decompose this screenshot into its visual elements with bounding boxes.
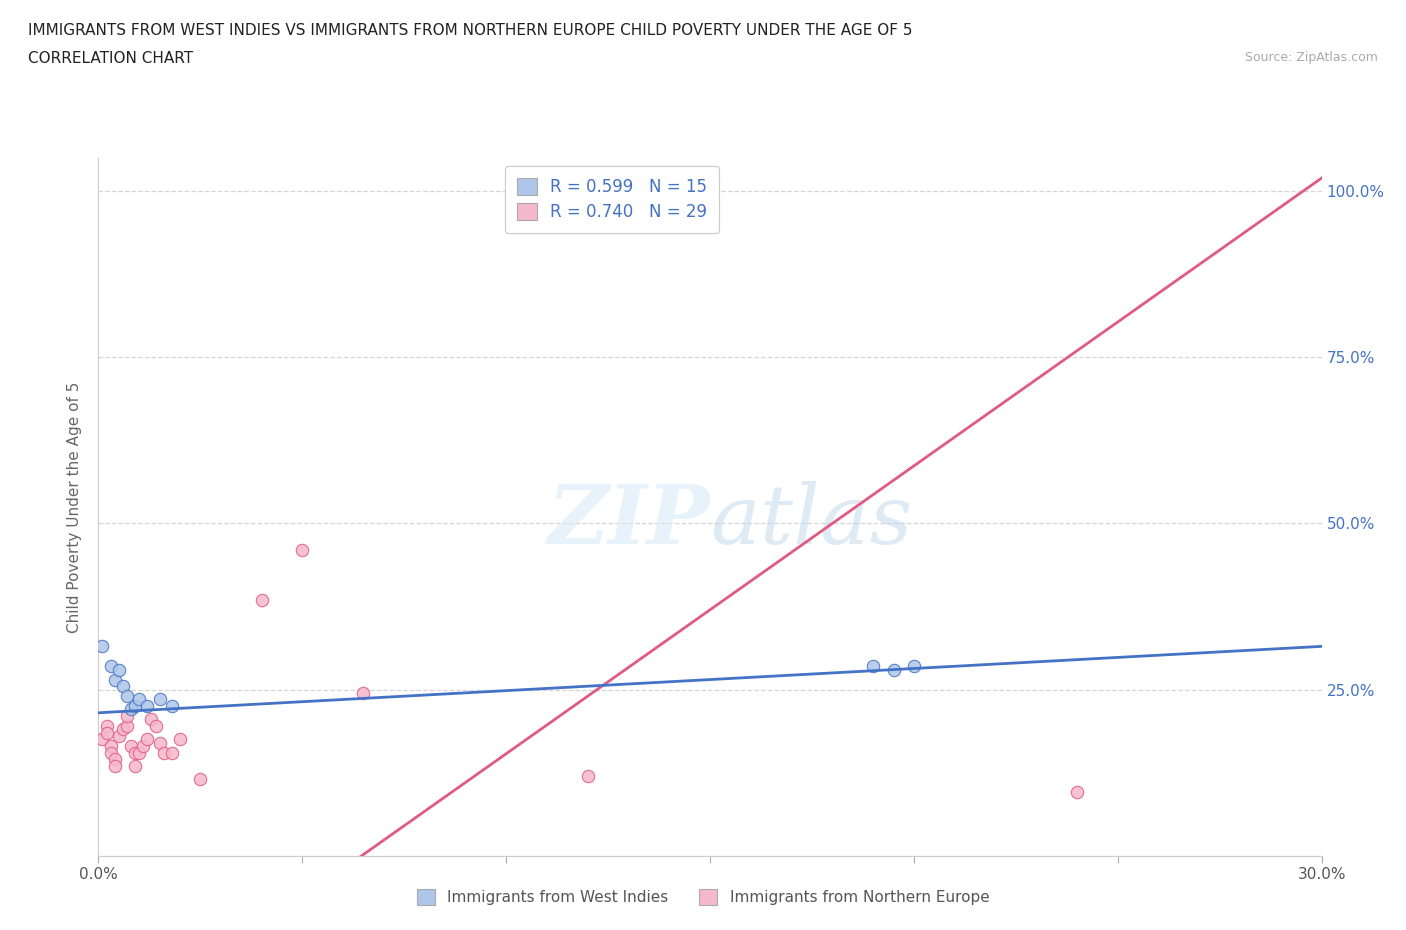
Point — [132, 738, 155, 753]
Point — [120, 702, 142, 717]
Point — [149, 692, 172, 707]
Point — [136, 698, 159, 713]
Point — [115, 689, 138, 704]
Point — [152, 745, 174, 760]
Text: atlas: atlas — [710, 481, 912, 561]
Point — [903, 658, 925, 673]
Point — [136, 732, 159, 747]
Point — [111, 679, 134, 694]
Point — [128, 745, 150, 760]
Point — [104, 751, 127, 766]
Point — [111, 722, 134, 737]
Point — [96, 725, 118, 740]
Legend: R = 0.599   N = 15, R = 0.740   N = 29: R = 0.599 N = 15, R = 0.740 N = 29 — [505, 166, 718, 232]
Point — [291, 542, 314, 557]
Point — [104, 672, 127, 687]
Point — [91, 639, 114, 654]
Point — [862, 658, 884, 673]
Point — [124, 759, 146, 774]
Point — [91, 732, 114, 747]
Point — [100, 745, 122, 760]
Legend: Immigrants from West Indies, Immigrants from Northern Europe: Immigrants from West Indies, Immigrants … — [409, 882, 997, 913]
Point — [250, 592, 273, 607]
Point — [352, 685, 374, 700]
Point — [100, 658, 122, 673]
Point — [576, 768, 599, 783]
Point — [160, 745, 183, 760]
Point — [124, 745, 146, 760]
Point — [124, 698, 146, 713]
Point — [128, 692, 150, 707]
Point — [120, 738, 142, 753]
Point — [160, 698, 183, 713]
Point — [115, 709, 138, 724]
Text: CORRELATION CHART: CORRELATION CHART — [28, 51, 193, 66]
Text: ZIP: ZIP — [547, 481, 710, 561]
Point — [141, 712, 163, 727]
Text: Source: ZipAtlas.com: Source: ZipAtlas.com — [1244, 51, 1378, 64]
Point — [188, 772, 212, 787]
Y-axis label: Child Poverty Under the Age of 5: Child Poverty Under the Age of 5 — [67, 381, 83, 632]
Point — [883, 662, 905, 677]
Point — [96, 719, 118, 734]
Text: IMMIGRANTS FROM WEST INDIES VS IMMIGRANTS FROM NORTHERN EUROPE CHILD POVERTY UND: IMMIGRANTS FROM WEST INDIES VS IMMIGRANT… — [28, 23, 912, 38]
Point — [108, 662, 131, 677]
Point — [100, 738, 122, 753]
Point — [108, 728, 131, 743]
Point — [104, 759, 127, 774]
Point — [115, 719, 138, 734]
Point — [169, 732, 191, 747]
Point — [145, 719, 167, 734]
Point — [149, 736, 172, 751]
Point — [1066, 785, 1088, 800]
